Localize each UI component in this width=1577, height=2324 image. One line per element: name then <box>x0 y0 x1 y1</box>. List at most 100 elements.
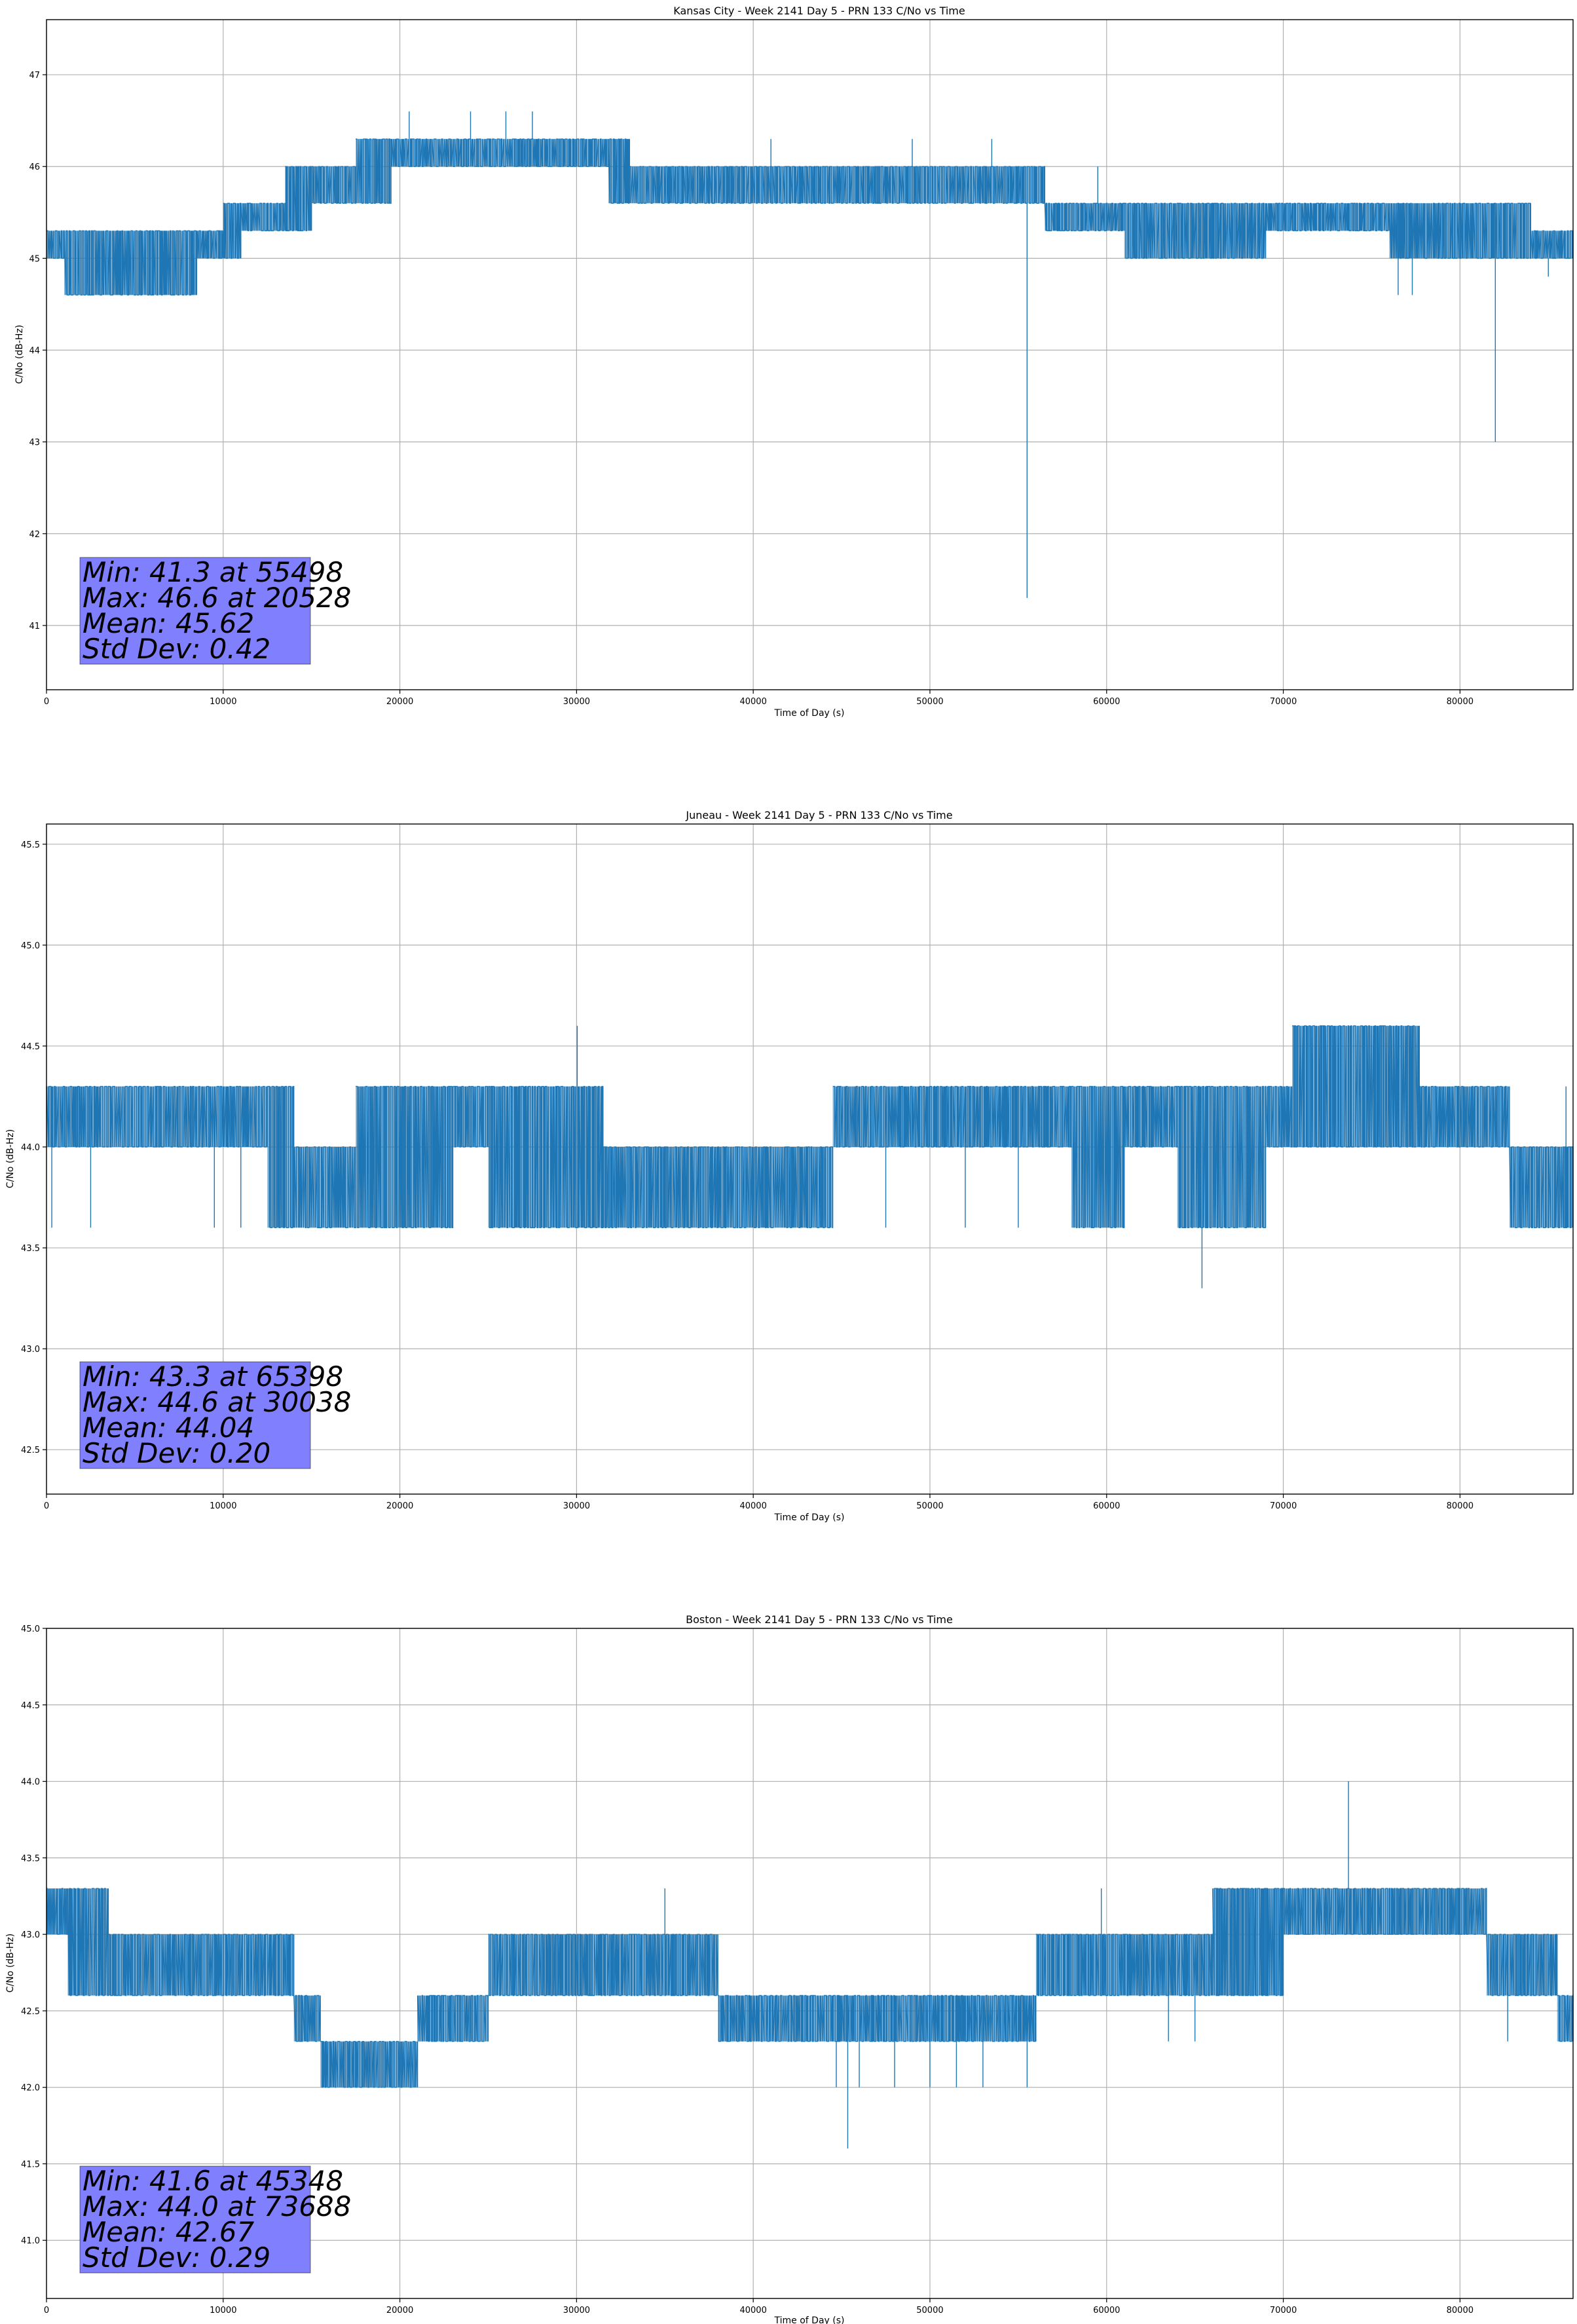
series-band-fill <box>832 1086 1071 1148</box>
series-band-fill <box>603 1147 701 1228</box>
series-band-fill <box>1292 1026 1420 1148</box>
x-tick-label: 0 <box>44 1501 49 1511</box>
x-tick-label: 50000 <box>916 1501 943 1511</box>
x-tick-label: 40000 <box>739 697 766 707</box>
x-tick-label: 0 <box>44 2306 49 2315</box>
y-tick-label: 43.5 <box>21 1854 40 1864</box>
y-tick-label: 42.5 <box>21 1446 40 1455</box>
x-tick-label: 70000 <box>1270 697 1297 707</box>
x-tick-label: 30000 <box>563 1501 590 1511</box>
x-tick-label: 50000 <box>916 2306 943 2315</box>
series-band-fill <box>1265 1086 1293 1148</box>
tick-layer: 0 10000 20000 30000 40000 50000 60000 70000 8000… <box>21 840 1474 1511</box>
series-band-fill <box>46 231 64 259</box>
y-tick-label: 45.5 <box>21 840 40 850</box>
series-band-fill <box>267 1086 294 1228</box>
stats-box-background <box>79 2165 311 2274</box>
x-tick-label: 10000 <box>210 1501 236 1511</box>
y-tick-label: 41.0 <box>21 2236 40 2246</box>
series-band-fill <box>700 1147 833 1228</box>
series-band-fill <box>356 1086 453 1228</box>
x-tick-label: 20000 <box>386 697 413 707</box>
y-tick-label: 44 <box>29 346 40 356</box>
series-band-fill <box>293 1147 356 1228</box>
series-band <box>320 2040 418 2088</box>
tick-layer: 0 10000 20000 30000 40000 50000 60000 70000 8000… <box>21 1624 1474 2315</box>
series-band-fill <box>682 166 1045 204</box>
x-tick-label: 30000 <box>563 2306 590 2315</box>
series-band-fill <box>1124 1934 1213 1996</box>
stat-min: Min: 43.3 at 65398 <box>83 1360 343 1393</box>
plot-frame <box>46 1628 1574 2299</box>
x-tick-label: 30000 <box>563 697 590 707</box>
series-band-fill <box>488 1086 603 1228</box>
series-line-layer <box>46 111 1574 598</box>
x-tick-label: 10000 <box>210 697 236 707</box>
series-band <box>196 230 224 259</box>
series-band-fill <box>1419 1086 1510 1148</box>
x-tick-label: 70000 <box>1270 2306 1297 2315</box>
y-tick-label: 44.0 <box>21 1778 40 1788</box>
series-band <box>356 138 392 204</box>
stat-max: Max: 44.0 at 73688 <box>83 2190 351 2222</box>
plot-frame <box>46 19 1574 690</box>
x-tick-label: 60000 <box>1093 1501 1120 1511</box>
x-tick-label: 60000 <box>1093 2306 1120 2315</box>
y-axis-label: C/No (dB-Hz) <box>14 325 25 384</box>
series-band-fill <box>391 139 608 167</box>
stat-mean: Mean: 42.67 <box>83 2216 254 2248</box>
stats-box-background <box>79 1361 311 1469</box>
stat-max: Max: 46.6 at 20528 <box>83 582 351 614</box>
y-tick-label: 42.5 <box>21 2007 40 2017</box>
y-tick-label: 43.5 <box>21 1244 40 1254</box>
stats-box-background <box>79 557 311 665</box>
series-band-fill <box>46 1086 268 1148</box>
y-tick-label: 45.0 <box>21 1624 40 1634</box>
series-band-fill <box>1124 1086 1178 1148</box>
series-band <box>629 166 683 204</box>
series-band-fill <box>285 166 312 231</box>
x-tick-label: 10000 <box>210 2306 236 2315</box>
y-tick-label: 43 <box>29 438 40 448</box>
series-band-fill <box>417 1995 489 2042</box>
series-band-fill <box>608 139 630 204</box>
stat-std-dev: Std Dev: 0.29 <box>83 2241 270 2274</box>
series-band-fill <box>629 166 683 204</box>
y-tick-label: 46 <box>29 162 40 172</box>
series-band-fill <box>1509 1147 1573 1228</box>
x-tick-label: 80000 <box>1447 1501 1474 1511</box>
stat-min: Min: 41.3 at 55498 <box>83 556 343 588</box>
series-band-fill <box>1212 1888 1284 1996</box>
series-band-fill <box>311 166 356 204</box>
stats-box: Min: 41.3 at 55498 Max: 46.6 at 20528 Me… <box>79 556 351 665</box>
y-tick-label: 41 <box>29 622 40 631</box>
x-axis-label: Time of Day (s) <box>774 1512 845 1523</box>
stat-max: Max: 44.6 at 30038 <box>83 1386 351 1418</box>
x-tick-label: 80000 <box>1447 697 1474 707</box>
x-tick-label: 40000 <box>739 2306 766 2315</box>
tick-layer: 0 10000 20000 30000 40000 50000 60000 70000 8000… <box>29 71 1474 707</box>
series-band-fill <box>320 2041 418 2088</box>
series-band-fill <box>64 231 197 295</box>
chart-title: Kansas City - Week 2141 Day 5 - PRN 133 … <box>673 5 965 17</box>
series-band-fill <box>1124 203 1266 259</box>
y-axis-label: C/No (dB-Hz) <box>5 1129 16 1188</box>
y-tick-label: 45.0 <box>21 941 40 951</box>
series-band-fill <box>240 203 286 231</box>
x-tick-label: 50000 <box>916 697 943 707</box>
series-band-fill <box>67 1888 109 1996</box>
x-axis-label: Time of Day (s) <box>774 2315 845 2324</box>
y-tick-label: 42 <box>29 530 40 540</box>
plot-frame <box>46 823 1574 1495</box>
stat-mean: Mean: 44.04 <box>83 1412 254 1444</box>
y-tick-label: 43.0 <box>21 1930 40 1940</box>
y-axis-label: C/No (dB-Hz) <box>5 1934 16 1993</box>
series-band-fill <box>1557 1995 1573 2042</box>
series-band-fill <box>196 231 223 259</box>
series-band-fill <box>1531 231 1573 259</box>
stats-box: Min: 43.3 at 65398 Max: 44.6 at 30038 Me… <box>79 1360 351 1469</box>
chart-panel-boston: Boston - Week 2141 Day 5 - PRN 133 C/No … <box>5 1613 1574 2324</box>
chart-title: Boston - Week 2141 Day 5 - PRN 133 C/No … <box>686 1613 953 1626</box>
series-band-fill <box>718 1995 833 2042</box>
